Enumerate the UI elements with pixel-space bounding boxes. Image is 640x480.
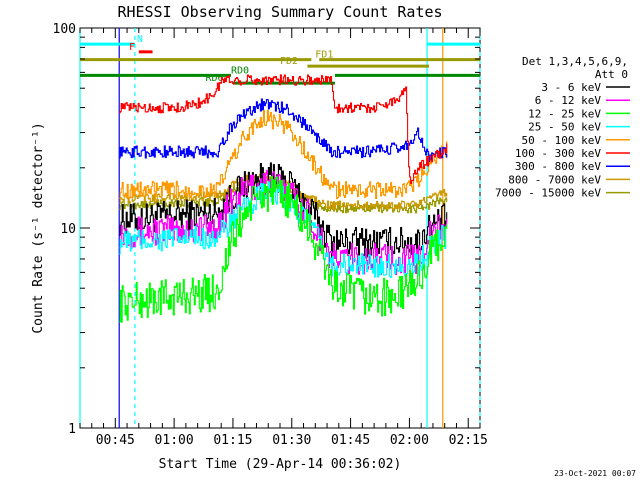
y-axis: 1 10 100 [53, 22, 480, 437]
x-axis-label: Start Time (29-Apr-14 00:36:02) [159, 457, 402, 472]
annotation-label-2: FD1 [315, 50, 333, 61]
y-tick-label-1: 10 [60, 222, 76, 237]
legend-label-2: 12 - 25 keV [528, 107, 601, 120]
legend-label-6: 300 - 800 keV [515, 160, 601, 173]
y-axis-label: Count Rate (s⁻¹ detector⁻¹) [31, 122, 46, 333]
x-tick-label-0: 00:45 [96, 433, 135, 448]
x-tick-label-1: 01:00 [155, 433, 194, 448]
annotation-label-7: RD6 [205, 73, 223, 84]
legend-label-3: 25 - 50 keV [528, 121, 601, 134]
legend-label-4: 50 - 100 keV [522, 134, 602, 147]
y-tick-label-0: 1 [68, 422, 76, 437]
annotation-label-4: FD2 [280, 56, 298, 67]
series-25-50keV [119, 181, 448, 278]
annotation-bars: NF FD1 FD2 RD0 RD6 [80, 34, 480, 85]
annotation-label-1: F [129, 42, 135, 53]
annotation-label-5: RD0 [231, 65, 249, 76]
legend-label-0: 3 - 6 keV [541, 81, 601, 94]
y-tick-label-2: 100 [53, 22, 76, 37]
x-tick-label-6: 02:15 [449, 433, 488, 448]
series-100-300keV [119, 74, 448, 185]
legend-label-7: 800 - 7000 keV [508, 173, 601, 186]
x-tick-label-4: 01:45 [331, 433, 370, 448]
series-50-100keV [119, 109, 448, 200]
series-12-25keV [119, 176, 448, 323]
x-axis: 00:45 01:00 01:15 01:30 01:45 02:00 02:15 [79, 28, 488, 448]
timestamp: 23-Oct-2021 00:07 [554, 469, 636, 478]
chart-title: RHESSI Observing Summary Count Rates [117, 3, 442, 21]
x-tick-label-5: 02:00 [390, 433, 429, 448]
legend-header-0: Det 1,3,4,5,6,9, [522, 55, 628, 68]
legend-label-5: 100 - 300 keV [515, 147, 601, 160]
series-group [119, 74, 448, 323]
x-tick-label-3: 01:30 [272, 433, 311, 448]
legend-header-1: Att 0 [595, 68, 628, 81]
x-tick-label-2: 01:15 [213, 433, 252, 448]
legend-label-1: 6 - 12 keV [535, 94, 602, 107]
series-300-800keV [119, 98, 448, 163]
legend-label-8: 7000 - 15000 keV [495, 187, 601, 200]
annotation-label-0: N [137, 34, 143, 45]
